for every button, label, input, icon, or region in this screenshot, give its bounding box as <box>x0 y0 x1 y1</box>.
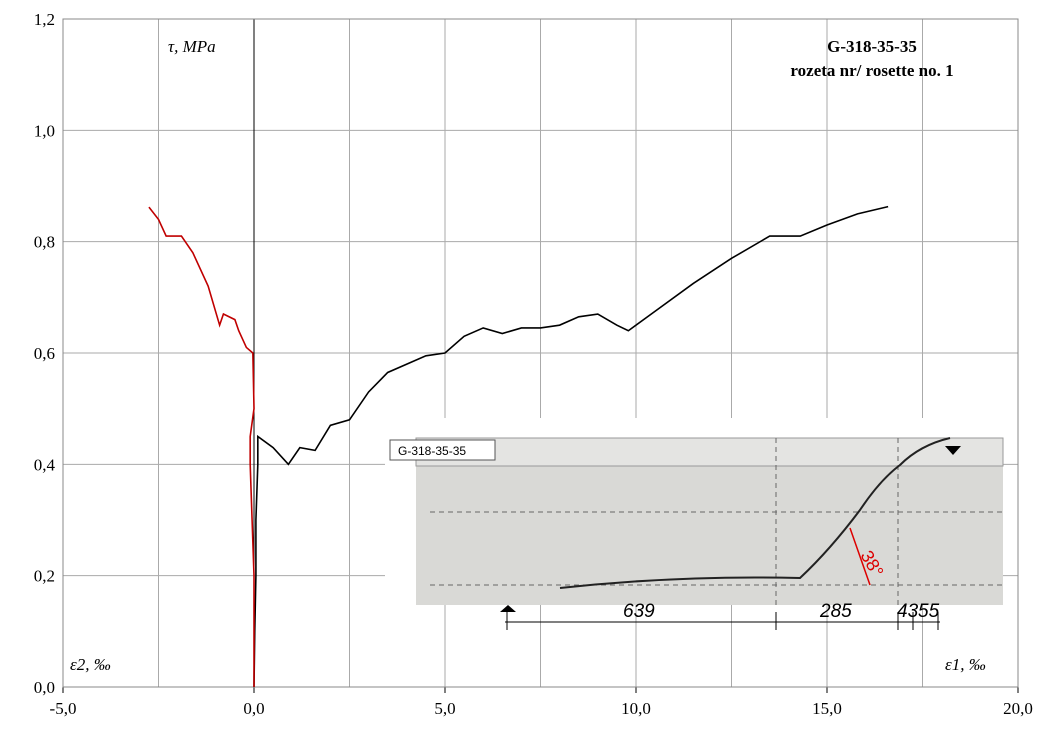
series-line <box>148 206 255 687</box>
dim-label: 43 <box>897 601 919 622</box>
x-tick-label: 15,0 <box>812 699 842 718</box>
dim-label: 639 <box>623 601 655 622</box>
series-line <box>253 205 889 688</box>
x-axis-label: ε1, ‰ <box>945 655 986 674</box>
plot-frame <box>62 18 1019 688</box>
x-tick-label: 10,0 <box>621 699 651 718</box>
x-tick-label: 20,0 <box>1003 699 1033 718</box>
y-tick-label: 0,8 <box>34 233 55 252</box>
y-axis-label: τ, MPa <box>168 37 216 56</box>
y-tick-label: 1,2 <box>34 10 55 29</box>
x-axis-label: ε2, ‰ <box>70 655 111 674</box>
y-tick-label: 0,0 <box>34 678 55 697</box>
y-tick-label: 1,0 <box>34 121 55 140</box>
y-tick-label: 0,6 <box>34 344 55 363</box>
y-tick-label: 0,4 <box>34 455 56 474</box>
inset-photo: G-318-35-35 38° 639 285 43 55 <box>385 418 1004 630</box>
dim-label: 285 <box>819 601 852 622</box>
dim-label: 55 <box>918 601 940 622</box>
x-tick-label: 0,0 <box>243 699 264 718</box>
inset-label: G-318-35-35 <box>398 444 466 458</box>
annotation: rozeta nr/ rosette no. 1 <box>790 61 953 80</box>
annotation: G-318-35-35 <box>827 37 917 56</box>
y-tick-label: 0,2 <box>34 567 55 586</box>
x-tick-label: 5,0 <box>434 699 455 718</box>
x-tick-label: -5,0 <box>50 699 77 718</box>
